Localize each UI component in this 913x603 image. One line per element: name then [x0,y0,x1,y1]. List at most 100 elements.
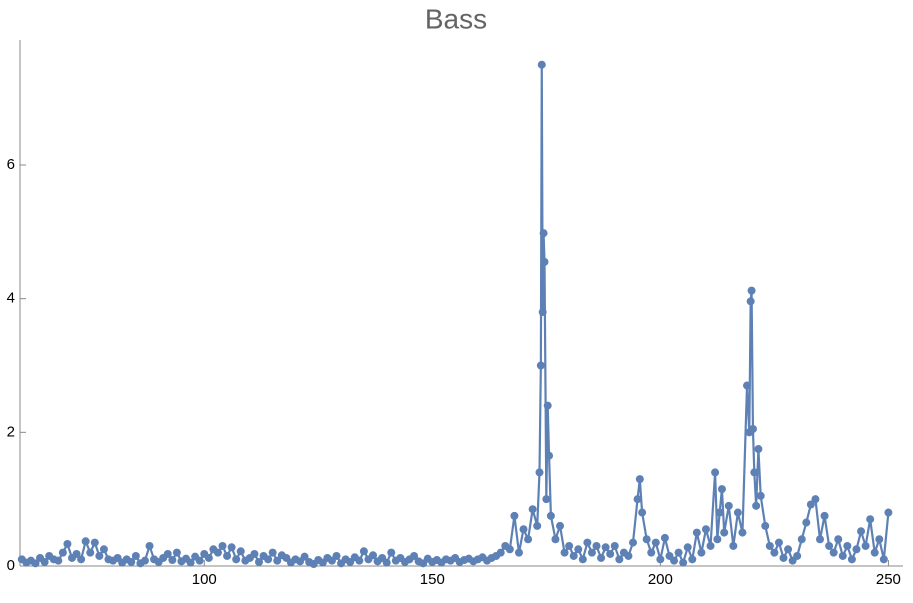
data-point [268,548,277,557]
data-point [218,541,227,550]
data-point [204,553,213,562]
data-point [852,545,861,554]
data-point [574,545,583,554]
data-point [223,551,232,560]
data-point [779,553,788,562]
data-point [31,559,40,568]
data-point [688,555,697,564]
data-point [642,535,651,544]
data-point [597,553,606,562]
data-point [195,556,204,565]
data-point [797,535,806,544]
data-point [539,229,548,238]
data-point [647,548,656,557]
data-point [628,538,637,547]
data-point [638,508,647,517]
data-point [410,551,419,560]
data-point [750,468,759,477]
data-point [533,521,542,530]
x-tick-label: 150 [420,571,445,588]
data-point [54,556,63,565]
y-tick-label: 4 [7,290,15,307]
x-tick-label: 200 [648,571,673,588]
y-tick-label: 0 [7,557,15,574]
data-point [131,551,140,560]
data-point [765,541,774,550]
data-point [651,538,660,547]
data-point [578,555,587,564]
data-point [186,558,195,567]
data-point [746,297,755,306]
data-point [857,527,866,536]
data-point [227,543,236,552]
data-point [359,547,368,556]
data-point [752,501,761,510]
x-tick-label: 250 [876,571,901,588]
data-point [127,557,136,566]
data-point [355,556,364,565]
data-point [86,548,95,557]
data-point [77,555,86,564]
data-point [63,539,72,548]
data-point [774,538,783,547]
data-point [875,535,884,544]
data-point [754,445,763,454]
data-point [834,535,843,544]
data-point [536,361,545,370]
data-point [743,381,752,390]
data-point [546,511,555,520]
y-tick-label: 2 [7,423,15,440]
data-point [861,541,870,550]
data-line [21,64,890,566]
data-point [815,535,824,544]
data-point [95,551,104,560]
data-point [496,548,505,557]
data-point [551,535,560,544]
data-point [715,508,724,517]
data-point [538,308,547,317]
data-point [545,451,554,460]
data-point [770,548,779,557]
data-point [793,551,802,560]
data-point [601,543,610,552]
data-point [40,557,49,566]
y-tick-label: 6 [7,156,15,173]
data-point [756,491,765,500]
data-point [254,557,263,566]
data-point [543,401,552,410]
data-point [610,541,619,550]
data-point [528,505,537,514]
data-point [729,541,738,550]
data-point [606,549,615,558]
data-point [332,551,341,560]
data-point [829,548,838,557]
data-point [843,541,852,550]
data-point [369,551,378,560]
data-point [569,551,578,560]
data-point [866,515,875,524]
data-point [838,551,847,560]
x-tick-label: 100 [192,571,217,588]
data-point [847,555,856,564]
data-point [81,537,90,546]
data-point [273,556,282,565]
data-point [236,547,245,556]
data-point [519,525,528,534]
data-point [583,538,592,547]
data-point [524,535,533,544]
data-point [683,543,692,552]
data-point [717,485,726,494]
data-point [505,545,514,554]
data-point [565,541,574,550]
data-point [697,548,706,557]
chart-title: Bass [425,3,487,34]
data-point [870,548,879,557]
data-point [140,556,149,565]
data-point [624,551,633,560]
data-point [213,548,222,557]
data-point [387,548,396,557]
data-point [635,475,644,484]
data-point [806,500,815,509]
data-point [163,549,172,558]
data-point [264,555,273,564]
